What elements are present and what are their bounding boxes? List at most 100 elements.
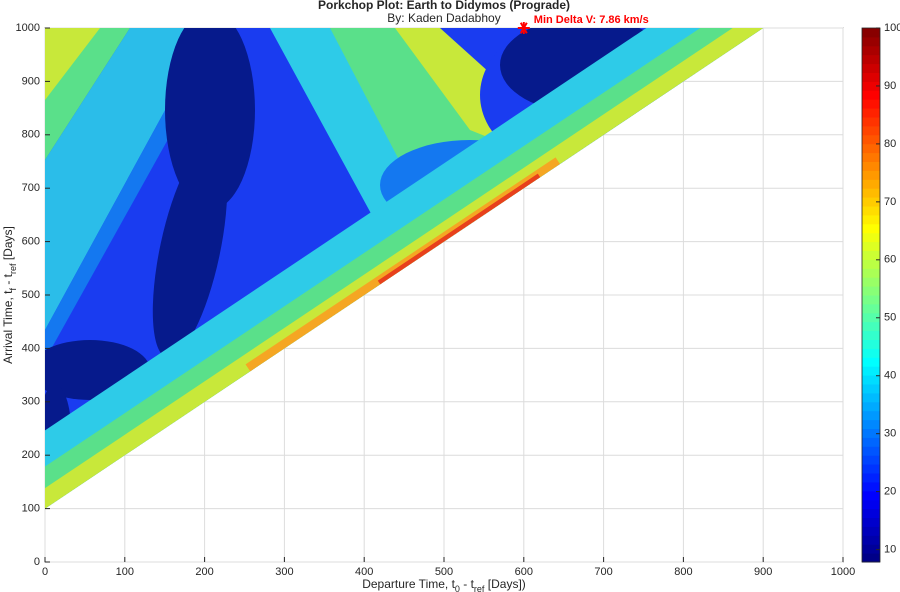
- colorbar-step: [862, 544, 880, 554]
- colorbar-step: [862, 481, 880, 492]
- colorbar-step: [862, 455, 880, 465]
- colorbar-step: [862, 90, 880, 100]
- colorbar-step: [862, 188, 880, 198]
- colorbar-step: [862, 375, 880, 385]
- colorbar-step: [862, 179, 880, 189]
- colorbar-tick-label: 40: [884, 370, 896, 382]
- colorbar-step: [862, 312, 880, 323]
- colorbar-tick-label: 70: [884, 196, 896, 208]
- y-tick-label: 500: [22, 289, 40, 301]
- y-tick-label: 900: [22, 75, 40, 87]
- y-tick-label: 200: [22, 449, 40, 461]
- colorbar-tick-label: 100: [884, 22, 900, 34]
- colorbar-step: [862, 99, 880, 109]
- colorbar-step: [862, 143, 880, 154]
- y-tick-label: 800: [22, 129, 40, 141]
- colorbar-step: [862, 108, 880, 118]
- colorbar-step: [862, 170, 880, 180]
- colorbar-step: [862, 392, 880, 403]
- label-part: [Days]): [484, 577, 525, 591]
- colorbar-step: [862, 384, 880, 394]
- x-tick-label: 1000: [831, 566, 855, 578]
- colorbar-step: [862, 268, 880, 278]
- colorbar-step: [862, 366, 880, 376]
- colorbar-step: [862, 499, 880, 510]
- colorbar-step: [862, 348, 880, 358]
- x-tick-label: 300: [275, 566, 293, 578]
- colorbar-step: [862, 72, 880, 82]
- colorbar-step: [862, 303, 880, 314]
- colorbar-step: [862, 428, 880, 438]
- colorbar-step: [862, 117, 880, 127]
- x-tick-label: 500: [435, 566, 453, 578]
- label-part: Departure Time, t: [362, 577, 455, 591]
- colorbar-step: [862, 473, 880, 483]
- min-marker: [517, 22, 530, 34]
- colorbar-step: [862, 330, 880, 340]
- y-tick-label: 1000: [16, 22, 40, 34]
- colorbar-tick-label: 10: [884, 544, 896, 556]
- colorbar-tick-label: 30: [884, 428, 896, 440]
- colorbar-step: [862, 36, 880, 47]
- colorbar-tick-label: 20: [884, 486, 896, 498]
- y-tick-label: 100: [22, 503, 40, 515]
- colorbar-step: [862, 419, 880, 429]
- subscript: 0: [455, 584, 460, 592]
- subscript: ref: [474, 584, 485, 592]
- colorbar-step: [862, 508, 880, 518]
- label-part: - t: [1, 273, 15, 288]
- x-tick-label: 700: [594, 566, 612, 578]
- colorbar-tick-label: 90: [884, 80, 896, 92]
- colorbar-step: [862, 125, 880, 136]
- label-part: [Days]: [1, 226, 15, 263]
- y-tick-label: 400: [22, 342, 40, 354]
- colorbar-step: [862, 81, 880, 91]
- x-tick-label: 600: [515, 566, 533, 578]
- colorbar-step: [862, 134, 880, 145]
- y-tick-label: 0: [34, 556, 40, 568]
- y-axis-label: Arrival Time, tf - tref [Days]: [1, 226, 18, 364]
- colorbar-step: [862, 410, 880, 421]
- colorbar-step: [862, 357, 880, 367]
- x-tick-label: 0: [42, 566, 48, 578]
- label-part: - t: [460, 577, 475, 591]
- colorbar-step: [862, 152, 880, 162]
- colorbar-step: [862, 206, 880, 216]
- chart-subtitle: By: Kaden Dadabhoy: [387, 11, 500, 25]
- colorbar-tick-label: 60: [884, 254, 896, 266]
- colorbar-step: [862, 63, 880, 73]
- colorbar-step: [862, 490, 880, 501]
- colorbar-step: [862, 464, 880, 474]
- colorbar-step: [862, 45, 880, 56]
- x-tick-label: 900: [754, 566, 772, 578]
- x-tick-label: 100: [116, 566, 134, 578]
- x-tick-label: 400: [355, 566, 373, 578]
- chart-title: Porkchop Plot: Earth to Didymos (Prograd…: [318, 0, 570, 12]
- colorbar-tick-label: 50: [884, 312, 896, 324]
- label-part: Arrival Time, t: [1, 290, 15, 364]
- colorbar-step: [862, 535, 880, 545]
- colorbar-step: [862, 223, 880, 234]
- colorbar-step: [862, 161, 880, 171]
- colorbar-step: [862, 321, 880, 332]
- subscript: ref: [8, 263, 18, 274]
- colorbar-step: [862, 401, 880, 412]
- subscript: f: [8, 288, 18, 291]
- x-tick-label: 200: [195, 566, 213, 578]
- colorbar-frame: [861, 27, 881, 563]
- colorbar-tick-label: 80: [884, 138, 896, 150]
- colorbar-step: [862, 437, 880, 447]
- colorbar-step: [862, 277, 880, 287]
- y-tick-label: 600: [22, 236, 40, 248]
- colorbar-step: [862, 517, 880, 527]
- colorbar-step: [862, 28, 880, 38]
- colorbar-step: [862, 197, 880, 207]
- colorbar-step: [862, 295, 880, 305]
- colorbar-step: [862, 286, 880, 296]
- colorbar-step: [862, 526, 880, 536]
- colorbar-step: [862, 250, 880, 260]
- colorbar-step: [862, 259, 880, 269]
- colorbar-step: [862, 553, 880, 563]
- colorbar-step: [862, 232, 880, 243]
